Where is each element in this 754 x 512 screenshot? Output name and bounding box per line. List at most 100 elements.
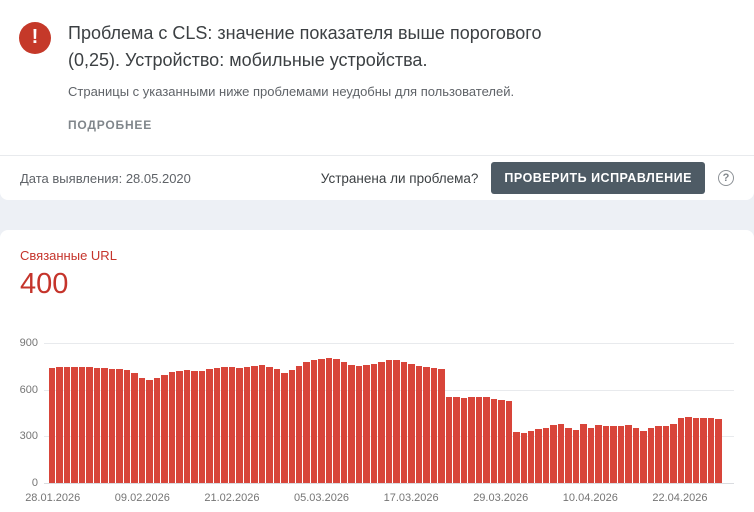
chart-bar[interactable]: [393, 360, 400, 483]
chart-bar[interactable]: [228, 366, 236, 483]
chart-bar[interactable]: [325, 357, 333, 483]
validation-row: Дата выявления: 28.05.2020 Устранена ли …: [0, 155, 754, 200]
chart-bar[interactable]: [288, 370, 295, 483]
chart-bar[interactable]: [206, 369, 213, 483]
metric-block: Связанные URL 400: [0, 230, 754, 300]
chart-bar[interactable]: [78, 367, 86, 483]
chart-bar[interactable]: [243, 366, 251, 483]
chart-bar[interactable]: [610, 425, 617, 483]
chart-bar[interactable]: [655, 426, 662, 483]
validate-fix-button[interactable]: ПРОВЕРИТЬ ИСПРАВЛЕНИЕ: [491, 162, 705, 194]
chart-bar[interactable]: [348, 364, 355, 483]
chart-bar[interactable]: [370, 363, 378, 483]
chart-bar[interactable]: [63, 366, 71, 483]
chart-bar[interactable]: [490, 398, 498, 483]
chart-bar[interactable]: [572, 429, 580, 483]
chart-bar[interactable]: [191, 370, 198, 483]
chart-bar[interactable]: [138, 378, 146, 483]
chart-bar[interactable]: [400, 361, 408, 483]
chart-bar[interactable]: [273, 368, 281, 483]
chart-bar[interactable]: [475, 396, 483, 483]
chart-bar[interactable]: [692, 417, 700, 483]
chart-bar[interactable]: [438, 369, 445, 483]
y-tick-label: 900: [19, 337, 38, 349]
chart-bar[interactable]: [408, 364, 415, 483]
chart-bar[interactable]: [236, 367, 243, 483]
chart-bar[interactable]: [116, 368, 123, 483]
chart-bar[interactable]: [86, 367, 93, 483]
chart-bar[interactable]: [685, 416, 692, 483]
help-icon[interactable]: ?: [718, 170, 734, 186]
chart-bar[interactable]: [415, 365, 423, 483]
chart-bar[interactable]: [303, 362, 310, 483]
chart-bar[interactable]: [333, 359, 340, 483]
chart-bar[interactable]: [453, 397, 460, 483]
chart-bar[interactable]: [258, 365, 266, 483]
chart-bar[interactable]: [49, 367, 56, 483]
chart-bar[interactable]: [153, 378, 161, 483]
chart-bar[interactable]: [715, 418, 722, 483]
chart-bar[interactable]: [423, 366, 430, 483]
chart-bar[interactable]: [101, 368, 108, 483]
related-urls-chart: 0 300 600 900 28.01.2026 09.02.2026 21.02.202…: [0, 337, 754, 511]
chart-bar[interactable]: [213, 367, 221, 483]
chart-bar[interactable]: [513, 431, 520, 483]
chart-bar[interactable]: [617, 425, 625, 483]
chart-bar[interactable]: [363, 365, 370, 483]
chart-bar[interactable]: [647, 427, 655, 483]
chart-bar[interactable]: [355, 366, 363, 483]
chart-bar[interactable]: [587, 428, 595, 483]
chart-bar[interactable]: [251, 365, 258, 483]
chart-bar[interactable]: [565, 427, 572, 483]
gridline-900: [44, 343, 734, 344]
chart-bar[interactable]: [595, 424, 602, 483]
chart-bar[interactable]: [131, 373, 138, 483]
chart-bar[interactable]: [310, 360, 318, 483]
chart-bar[interactable]: [295, 365, 303, 483]
chart-bar[interactable]: [168, 371, 176, 483]
chart-bar[interactable]: [123, 370, 131, 483]
chart-bar[interactable]: [662, 425, 670, 483]
chart-bar[interactable]: [430, 368, 438, 483]
chart-bar[interactable]: [385, 360, 393, 483]
chart-bar[interactable]: [535, 428, 542, 483]
chart-bars: [49, 343, 722, 483]
chart-bar[interactable]: [625, 424, 632, 483]
chart-bar[interactable]: [93, 367, 101, 483]
chart-bar[interactable]: [161, 374, 168, 483]
chart-bar[interactable]: [71, 367, 78, 483]
chart-bar[interactable]: [602, 426, 610, 483]
chart-bar[interactable]: [670, 424, 677, 483]
chart-bar[interactable]: [542, 428, 550, 483]
chart-bar[interactable]: [707, 418, 715, 483]
chart-bar[interactable]: [460, 398, 468, 483]
chart-bar[interactable]: [281, 372, 288, 483]
chart-bar[interactable]: [520, 433, 527, 483]
chart-bar[interactable]: [640, 430, 647, 483]
chart-bar[interactable]: [483, 396, 490, 483]
chart-bar[interactable]: [557, 424, 565, 483]
chart-bar[interactable]: [108, 369, 116, 483]
chart-bar[interactable]: [468, 397, 475, 483]
chart-bar[interactable]: [183, 369, 191, 483]
chart-bar[interactable]: [498, 400, 505, 483]
chart-bar[interactable]: [550, 424, 557, 483]
chart-bar[interactable]: [146, 380, 153, 483]
chart-bar[interactable]: [445, 397, 453, 483]
chart-bar[interactable]: [198, 371, 206, 483]
chart-bar[interactable]: [318, 358, 325, 483]
chart-bar[interactable]: [580, 424, 587, 483]
chart-bar[interactable]: [378, 362, 385, 483]
chart-bar[interactable]: [56, 367, 63, 483]
related-urls-label[interactable]: Связанные URL: [20, 248, 117, 263]
chart-bar[interactable]: [677, 418, 685, 483]
chart-bar[interactable]: [266, 366, 273, 483]
chart-bar[interactable]: [340, 362, 348, 483]
chart-bar[interactable]: [700, 417, 707, 483]
chart-bar[interactable]: [632, 428, 640, 483]
chart-bar[interactable]: [176, 370, 183, 483]
chart-bar[interactable]: [528, 430, 535, 483]
chart-bar[interactable]: [221, 366, 228, 483]
details-link[interactable]: ПОДРОБНЕЕ: [68, 118, 153, 132]
chart-bar[interactable]: [505, 400, 513, 483]
